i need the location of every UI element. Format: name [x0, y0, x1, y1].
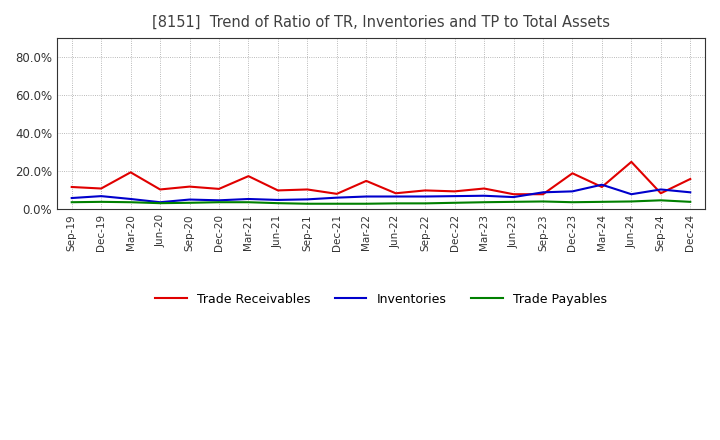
Trade Payables [68, 200, 76, 205]
Trade Payables [598, 199, 606, 205]
Inventories [568, 189, 577, 194]
Inventories [627, 191, 636, 197]
Trade Receivables [185, 184, 194, 189]
Trade Payables [392, 201, 400, 206]
Trade Payables [333, 201, 341, 206]
Title: [8151]  Trend of Ratio of TR, Inventories and TP to Total Assets: [8151] Trend of Ratio of TR, Inventories… [152, 15, 610, 30]
Trade Payables [480, 200, 488, 205]
Trade Payables [97, 199, 106, 205]
Trade Receivables [362, 178, 371, 183]
Trade Payables [657, 198, 665, 203]
Trade Payables [185, 200, 194, 205]
Trade Payables [156, 201, 164, 206]
Inventories [657, 187, 665, 192]
Inventories [539, 190, 547, 195]
Trade Receivables [686, 176, 695, 182]
Trade Receivables [627, 159, 636, 165]
Inventories [156, 200, 164, 205]
Line: Inventories: Inventories [72, 185, 690, 202]
Trade Payables [303, 201, 312, 206]
Trade Receivables [450, 189, 459, 194]
Inventories [509, 194, 518, 200]
Trade Payables [568, 200, 577, 205]
Trade Receivables [156, 187, 164, 192]
Trade Receivables [598, 184, 606, 190]
Inventories [126, 196, 135, 202]
Inventories [421, 194, 430, 199]
Trade Receivables [392, 191, 400, 196]
Trade Payables [686, 199, 695, 205]
Trade Receivables [97, 186, 106, 191]
Trade Receivables [480, 186, 488, 191]
Inventories [303, 197, 312, 202]
Inventories [274, 197, 282, 202]
Trade Receivables [68, 184, 76, 190]
Trade Receivables [215, 186, 223, 191]
Inventories [480, 193, 488, 198]
Trade Receivables [539, 191, 547, 197]
Trade Receivables [303, 187, 312, 192]
Inventories [362, 194, 371, 199]
Trade Payables [274, 201, 282, 206]
Line: Trade Receivables: Trade Receivables [72, 162, 690, 194]
Trade Receivables [568, 171, 577, 176]
Inventories [244, 196, 253, 202]
Trade Receivables [126, 170, 135, 175]
Trade Receivables [244, 173, 253, 179]
Inventories [392, 194, 400, 199]
Trade Receivables [333, 191, 341, 197]
Trade Payables [539, 199, 547, 204]
Inventories [215, 198, 223, 203]
Legend: Trade Receivables, Inventories, Trade Payables: Trade Receivables, Inventories, Trade Pa… [150, 288, 611, 311]
Inventories [68, 195, 76, 201]
Trade Payables [509, 199, 518, 205]
Inventories [450, 194, 459, 199]
Inventories [185, 197, 194, 202]
Trade Receivables [657, 191, 665, 196]
Trade Payables [627, 199, 636, 204]
Trade Payables [215, 200, 223, 205]
Inventories [333, 195, 341, 200]
Inventories [97, 194, 106, 199]
Trade Payables [126, 200, 135, 205]
Line: Trade Payables: Trade Payables [72, 200, 690, 204]
Trade Payables [450, 200, 459, 205]
Inventories [598, 182, 606, 187]
Trade Receivables [274, 188, 282, 193]
Trade Payables [244, 200, 253, 205]
Trade Payables [421, 201, 430, 206]
Trade Receivables [421, 188, 430, 193]
Inventories [686, 190, 695, 195]
Trade Payables [362, 201, 371, 206]
Trade Receivables [509, 191, 518, 197]
